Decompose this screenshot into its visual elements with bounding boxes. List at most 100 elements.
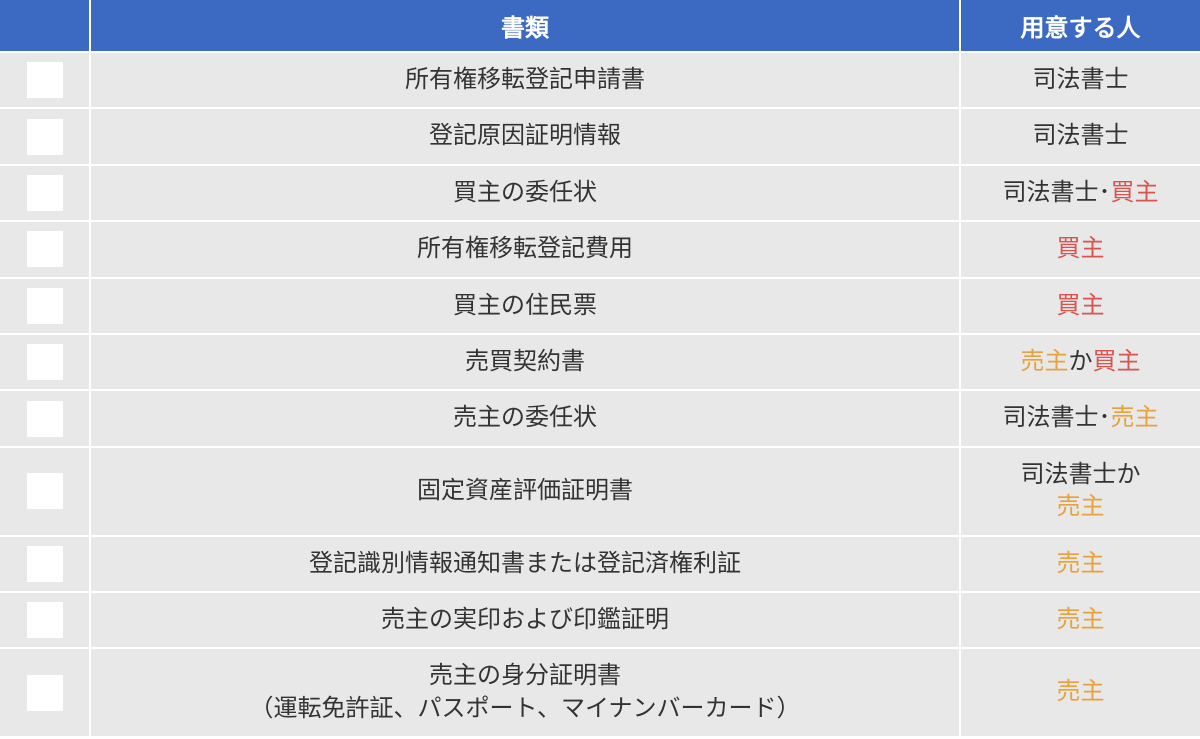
checkbox[interactable] <box>27 675 63 711</box>
table-row: 買主の委任状 司法書士･買主 <box>0 165 1200 221</box>
checkbox-cell <box>0 334 90 390</box>
checkbox[interactable] <box>27 344 63 380</box>
document-cell: 買主の委任状 <box>90 165 960 221</box>
preparer-cell: 売主 <box>960 648 1200 737</box>
checkbox-cell <box>0 390 90 446</box>
preparer-cell: 司法書士 <box>960 52 1200 108</box>
preparer-text: 買主 <box>1093 348 1141 375</box>
preparer-line: 司法書士 <box>967 120 1194 152</box>
preparer-text: 買主 <box>1057 292 1105 319</box>
checkbox[interactable] <box>27 231 63 267</box>
checkbox-cell <box>0 278 90 334</box>
table-row: 売主の身分証明書 （運転免許証、パスポート、マイナンバーカード） 売主 <box>0 648 1200 737</box>
table-row: 売主の実印および印鑑証明 売主 <box>0 592 1200 648</box>
preparer-line: 司法書士 <box>967 64 1194 96</box>
preparer-line: 売主か買主 <box>967 346 1194 378</box>
table-row: 登記原因証明情報 司法書士 <box>0 108 1200 164</box>
document-cell: 固定資産評価証明書 <box>90 447 960 536</box>
preparer-text: 売主 <box>1111 404 1159 431</box>
preparer-line: 売主 <box>967 604 1194 636</box>
preparer-text: か <box>1069 348 1093 375</box>
table-row: 所有権移転登記申請書 司法書士 <box>0 52 1200 108</box>
preparer-text: 売主 <box>1057 606 1105 633</box>
document-cell: 登記識別情報通知書または登記済権利証 <box>90 536 960 592</box>
document-text: 固定資産評価証明書 <box>417 477 633 504</box>
header-check <box>0 0 90 52</box>
checkbox[interactable] <box>27 473 63 509</box>
preparer-text: か <box>1117 461 1141 488</box>
checkbox[interactable] <box>27 401 63 437</box>
table-row: 固定資産評価証明書 司法書士か売主 <box>0 447 1200 536</box>
document-text: （運転免許証、パスポート、マイナンバーカード） <box>249 695 800 722</box>
preparer-text: 売主 <box>1021 348 1069 375</box>
document-text: 売買契約書 <box>465 348 585 375</box>
preparer-cell: 売主 <box>960 536 1200 592</box>
table-body: 所有権移転登記申請書司法書士登記原因証明情報司法書士買主の委任状司法書士･買主所… <box>0 52 1200 737</box>
preparer-line: 買主 <box>967 233 1194 265</box>
preparer-text: 売主 <box>1057 493 1105 520</box>
preparer-text: 司法書士 <box>1003 404 1099 431</box>
checkbox-cell <box>0 165 90 221</box>
checkbox-cell <box>0 536 90 592</box>
preparer-text: 司法書士 <box>1033 66 1129 93</box>
preparer-cell: 司法書士 <box>960 108 1200 164</box>
preparer-line: 売主 <box>967 491 1194 523</box>
checkbox[interactable] <box>27 546 63 582</box>
preparer-line: 司法書士か <box>967 459 1194 491</box>
preparer-text: 買主 <box>1057 235 1105 262</box>
preparer-text: 司法書士 <box>1021 461 1117 488</box>
preparer-text: 売主 <box>1057 678 1105 705</box>
document-cell: 売主の委任状 <box>90 390 960 446</box>
header-preparer: 用意する人 <box>960 0 1200 52</box>
table-row: 所有権移転登記費用 買主 <box>0 221 1200 277</box>
document-text: 売主の身分証明書 <box>429 662 621 689</box>
preparer-cell: 司法書士･売主 <box>960 390 1200 446</box>
checkbox[interactable] <box>27 119 63 155</box>
document-cell: 買主の住民票 <box>90 278 960 334</box>
preparer-cell: 司法書士･買主 <box>960 165 1200 221</box>
preparer-line: 売主 <box>967 548 1194 580</box>
checkbox-cell <box>0 592 90 648</box>
document-cell: 所有権移転登記申請書 <box>90 52 960 108</box>
preparer-cell: 売主か買主 <box>960 334 1200 390</box>
checkbox-cell <box>0 108 90 164</box>
checkbox-cell <box>0 221 90 277</box>
document-text: 所有権移転登記申請書 <box>405 66 645 93</box>
checkbox-cell <box>0 648 90 737</box>
document-cell: 売買契約書 <box>90 334 960 390</box>
preparer-line: 買主 <box>967 290 1194 322</box>
checkbox[interactable] <box>27 175 63 211</box>
checkbox[interactable] <box>27 288 63 324</box>
preparer-line: 司法書士･売主 <box>967 402 1194 434</box>
header-document: 書類 <box>90 0 960 52</box>
checkbox-cell <box>0 447 90 536</box>
preparer-text: 買主 <box>1111 179 1159 206</box>
preparer-line: 司法書士･買主 <box>967 177 1194 209</box>
document-cell: 所有権移転登記費用 <box>90 221 960 277</box>
preparer-text: 司法書士 <box>1003 179 1099 206</box>
document-text: 登記識別情報通知書または登記済権利証 <box>309 550 741 577</box>
table-header-row: 書類 用意する人 <box>0 0 1200 52</box>
checkbox-cell <box>0 52 90 108</box>
checkbox[interactable] <box>27 62 63 98</box>
preparer-line: 売主 <box>967 676 1194 708</box>
document-text: 買主の委任状 <box>453 179 597 206</box>
table-row: 売買契約書 売主か買主 <box>0 334 1200 390</box>
preparer-cell: 買主 <box>960 221 1200 277</box>
preparer-text: ･ <box>1099 179 1111 206</box>
document-cell: 登記原因証明情報 <box>90 108 960 164</box>
document-text: 売主の委任状 <box>453 404 597 431</box>
table-row: 買主の住民票 買主 <box>0 278 1200 334</box>
table-row: 売主の委任状 司法書士･売主 <box>0 390 1200 446</box>
checkbox[interactable] <box>27 602 63 638</box>
preparer-text: ･ <box>1099 404 1111 431</box>
preparer-cell: 買主 <box>960 278 1200 334</box>
document-text: 所有権移転登記費用 <box>417 235 633 262</box>
preparer-text: 司法書士 <box>1033 122 1129 149</box>
document-cell: 売主の身分証明書 （運転免許証、パスポート、マイナンバーカード） <box>90 648 960 737</box>
preparer-cell: 司法書士か売主 <box>960 447 1200 536</box>
document-cell: 売主の実印および印鑑証明 <box>90 592 960 648</box>
documents-table: 書類 用意する人 所有権移転登記申請書司法書士登記原因証明情報司法書士買主の委任… <box>0 0 1200 738</box>
document-text: 登記原因証明情報 <box>429 122 621 149</box>
document-text: 売主の実印および印鑑証明 <box>381 606 669 633</box>
